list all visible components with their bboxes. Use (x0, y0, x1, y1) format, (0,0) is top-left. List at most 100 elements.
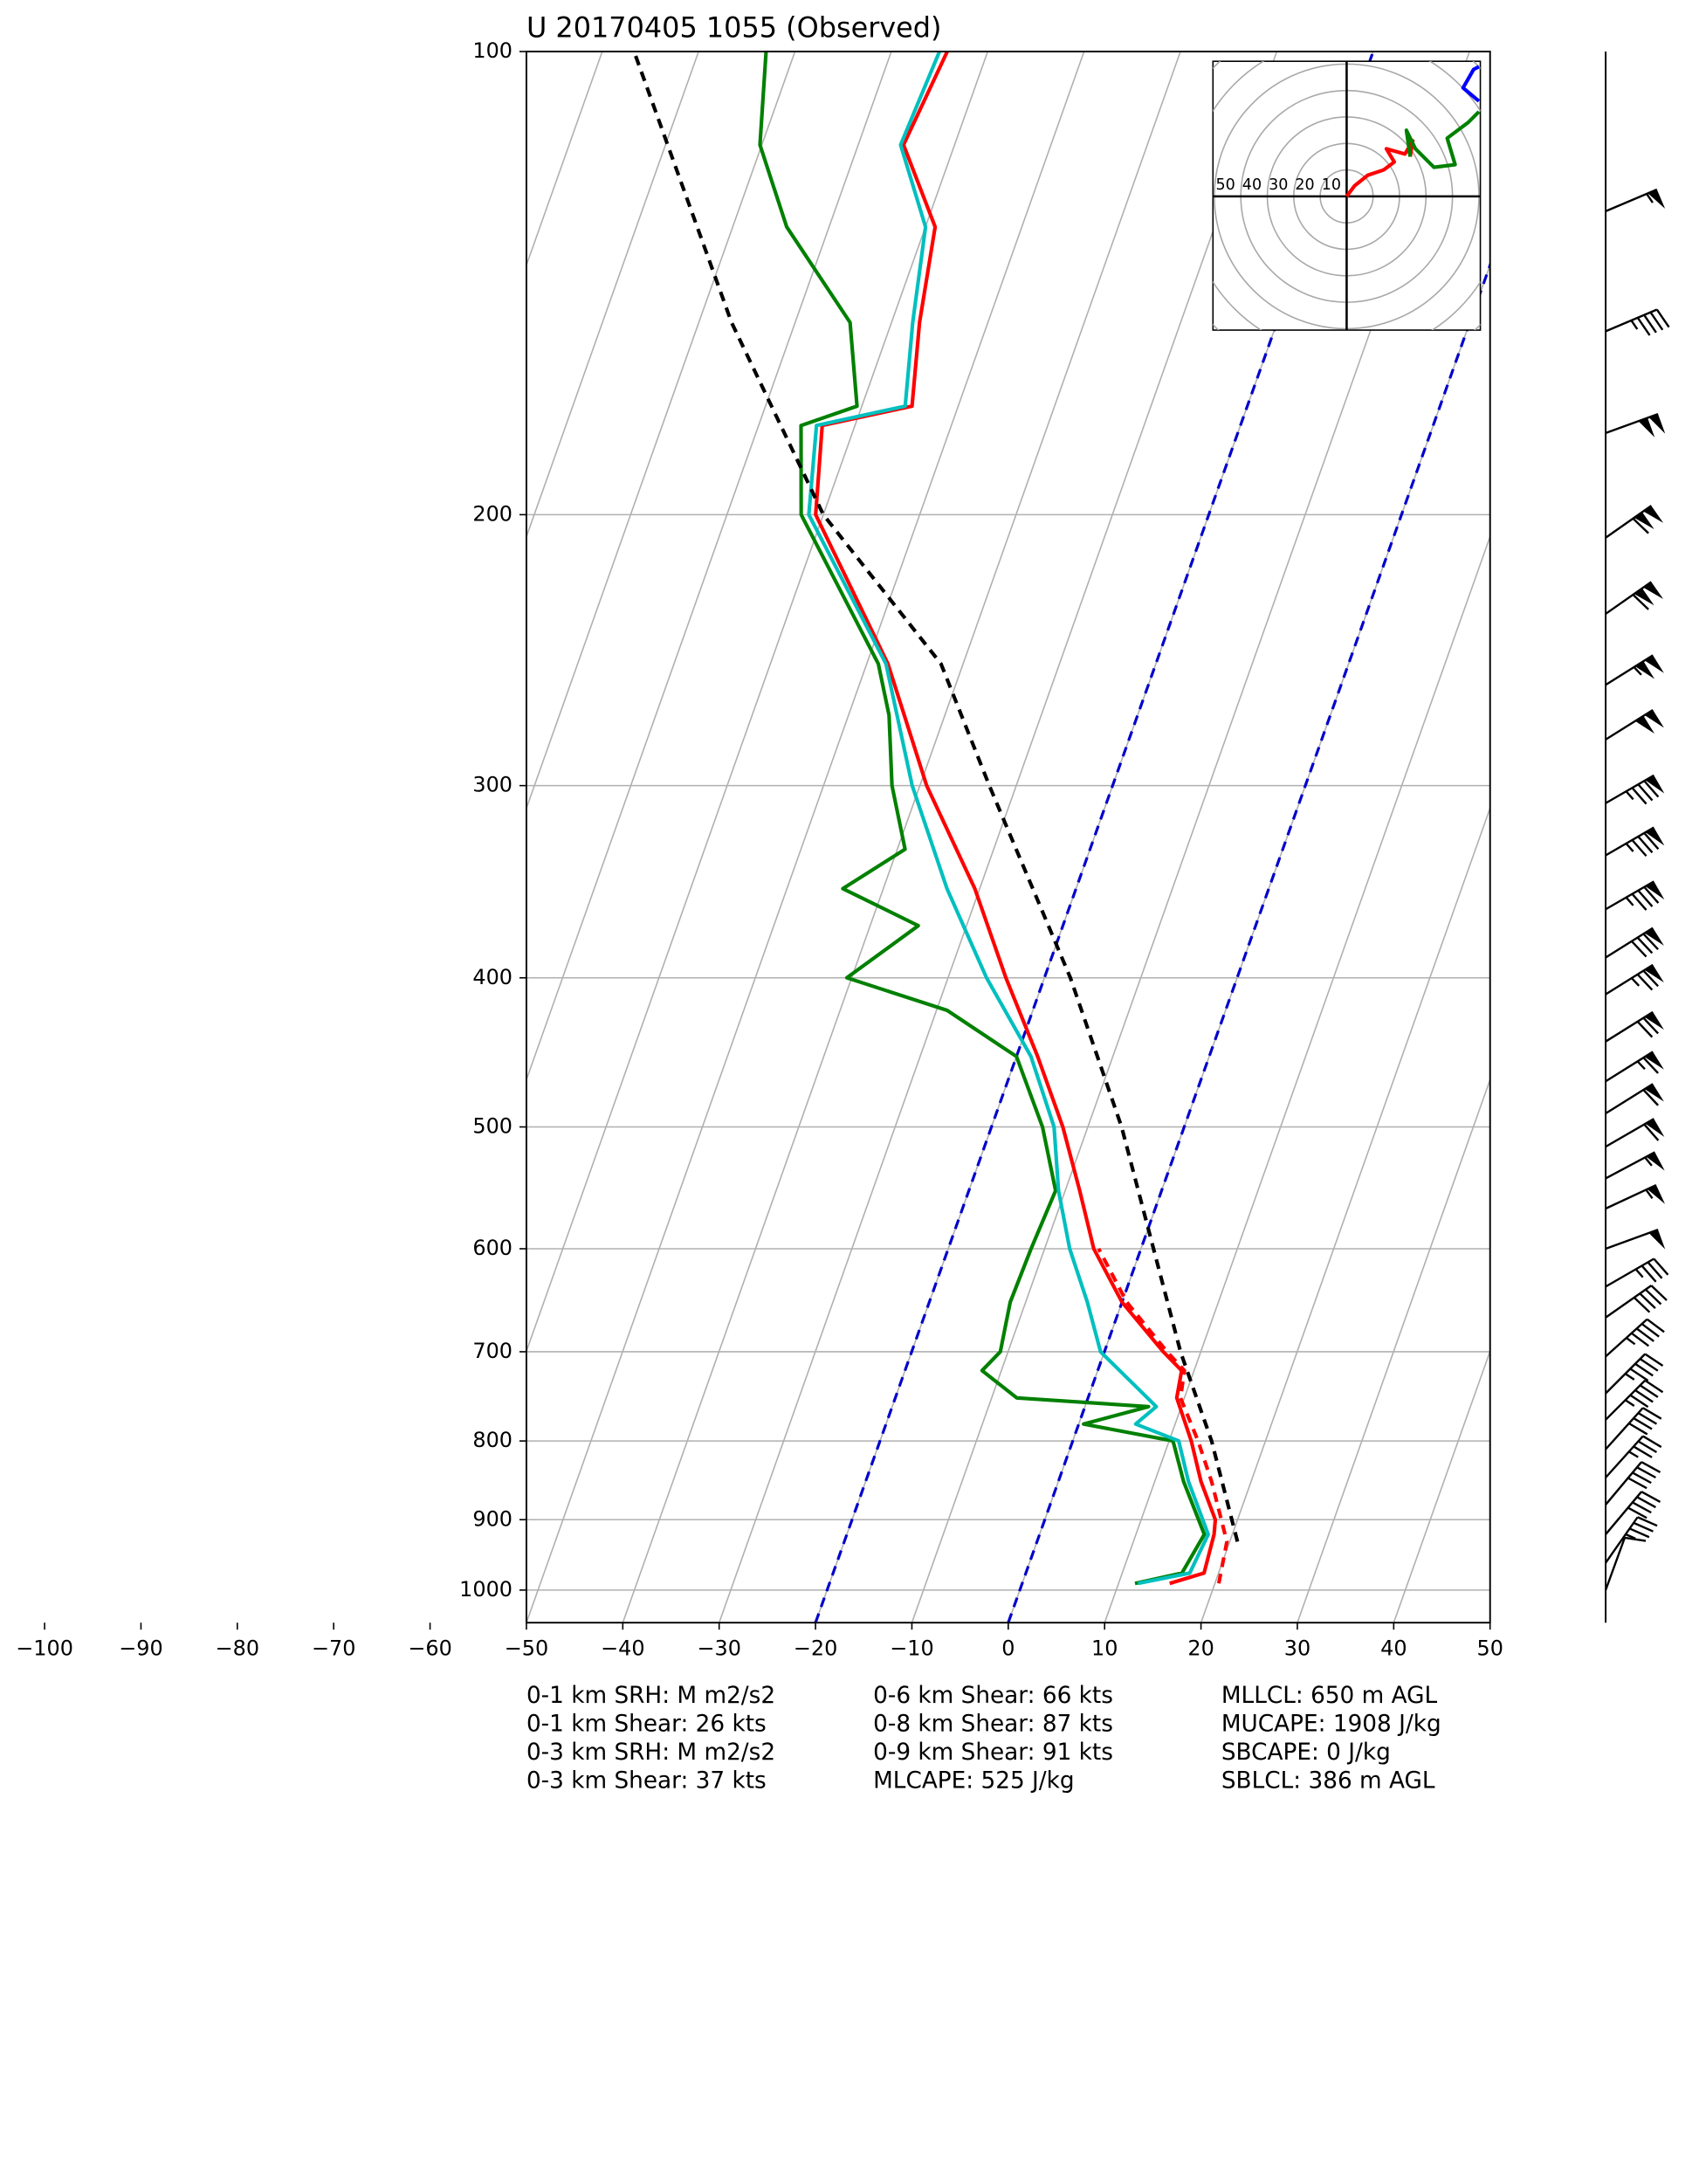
profile-line (814, 52, 1218, 1586)
x-tick-label: −90 (119, 1636, 162, 1661)
wind-barb (1605, 1051, 1664, 1083)
barb-staff (1605, 1285, 1653, 1319)
barb-staff (1604, 1537, 1627, 1591)
barb-full (1632, 517, 1649, 534)
barb-half (1644, 1156, 1653, 1167)
x-tick-label: 40 (1380, 1636, 1407, 1661)
stat-text: 0-9 km Shear: 91 kts (873, 1740, 1113, 1766)
barb-full (1641, 1461, 1661, 1473)
wind-barb (1605, 1257, 1669, 1288)
y-tick-label: 700 (472, 1339, 512, 1363)
wind-barb (1605, 1183, 1666, 1210)
barb-flag (1647, 1185, 1666, 1204)
barb-full (1629, 1527, 1650, 1539)
wind-barbs (1604, 188, 1670, 1591)
barb-flag (1634, 715, 1655, 734)
wind-barb (1605, 412, 1666, 437)
barb-half (1645, 1188, 1654, 1199)
barb-full (1646, 1318, 1665, 1333)
barb-flag (1645, 1119, 1665, 1137)
barb-half (1630, 320, 1639, 330)
barb-flag (1644, 1084, 1664, 1102)
barb-full (1637, 783, 1654, 802)
barb-full (1632, 1471, 1652, 1485)
barb-full (1629, 1394, 1649, 1409)
wind-barb (1605, 1491, 1661, 1535)
barb-full (1641, 1491, 1661, 1503)
plot-area (526, 52, 1490, 1623)
x-tick-label: 0 (1001, 1636, 1015, 1661)
barb-full (1642, 1057, 1659, 1074)
barb-staff (1605, 1151, 1655, 1180)
barb-full (1637, 889, 1654, 907)
profile-line (807, 52, 1210, 1586)
x-tick-label: 10 (1091, 1636, 1118, 1661)
wind-barb (1605, 1285, 1668, 1319)
x-tick-label: −20 (794, 1636, 837, 1661)
barb-half (1624, 1373, 1635, 1381)
barb-staff (1605, 1183, 1657, 1210)
barb-flag (1645, 775, 1665, 794)
isotherm (1393, 1348, 1490, 1623)
wind-barb (1605, 1461, 1661, 1505)
x-tick-label: −40 (601, 1636, 644, 1661)
barb-full (1636, 1496, 1656, 1509)
x-tick-label: −30 (697, 1636, 740, 1661)
barb-full (1636, 317, 1651, 336)
barb-flag (1638, 417, 1655, 437)
barb-full (1637, 1440, 1658, 1453)
y-tick-label: 1000 (459, 1577, 512, 1602)
hodograph-inner (1213, 61, 1481, 331)
isotherm (526, 52, 892, 1082)
barb-staff (1605, 1491, 1643, 1535)
barb-full (1642, 1016, 1659, 1035)
barb-flag (1644, 964, 1664, 983)
wind-barb (1605, 1516, 1658, 1564)
wind-barb (1605, 1118, 1665, 1148)
barb-staff (1605, 774, 1654, 804)
barb-full (1642, 1089, 1659, 1106)
barb-half (1625, 896, 1634, 906)
y-tick-label: 800 (472, 1428, 512, 1452)
wind-barb (1605, 880, 1665, 911)
barb-staff (1605, 1435, 1644, 1478)
barb-staff (1605, 1083, 1654, 1115)
stat-text: SBLCL: 386 m AGL (1221, 1767, 1435, 1794)
barb-staff (1605, 412, 1659, 435)
x-tick-label: −50 (505, 1636, 548, 1661)
barb-flag (1644, 1051, 1664, 1070)
barb-full (1631, 839, 1647, 858)
barb-half (1628, 1450, 1639, 1458)
stat-text: MUCAPE: 1908 J/kg (1221, 1712, 1441, 1738)
barb-full (1643, 1123, 1660, 1141)
hodograph-trace (1404, 110, 1481, 169)
hodograph-trace (1461, 65, 1481, 103)
barb-full (1633, 1296, 1651, 1313)
wind-barb (1605, 1435, 1662, 1478)
wind-barb (1605, 1151, 1665, 1180)
barb-full (1631, 1332, 1650, 1347)
barb-full (1636, 1466, 1656, 1479)
x-tick-label: 20 (1187, 1636, 1214, 1661)
stat-text: SBCAPE: 0 J/kg (1221, 1740, 1391, 1766)
isotherm (1297, 1077, 1490, 1623)
wind-barb (1605, 1083, 1664, 1115)
y-tick-label: 300 (472, 773, 512, 797)
barb-full (1653, 1257, 1669, 1276)
barb-staff (1605, 1010, 1654, 1043)
barb-full (1633, 1445, 1653, 1458)
ring-label: 10 (1322, 176, 1341, 194)
barb-full (1633, 1521, 1654, 1533)
barb-full (1644, 1353, 1664, 1368)
x-tick-label: −100 (16, 1636, 73, 1661)
y-tick-label: 100 (472, 38, 512, 63)
barb-staff (1605, 1229, 1659, 1250)
wind-barb (1605, 1353, 1664, 1395)
wind-barb (1605, 654, 1664, 686)
barb-full (1643, 314, 1657, 334)
barb-staff (1605, 188, 1658, 213)
isotherm (526, 52, 1085, 1623)
barb-full (1643, 832, 1660, 851)
barb-staff (1605, 1407, 1644, 1450)
